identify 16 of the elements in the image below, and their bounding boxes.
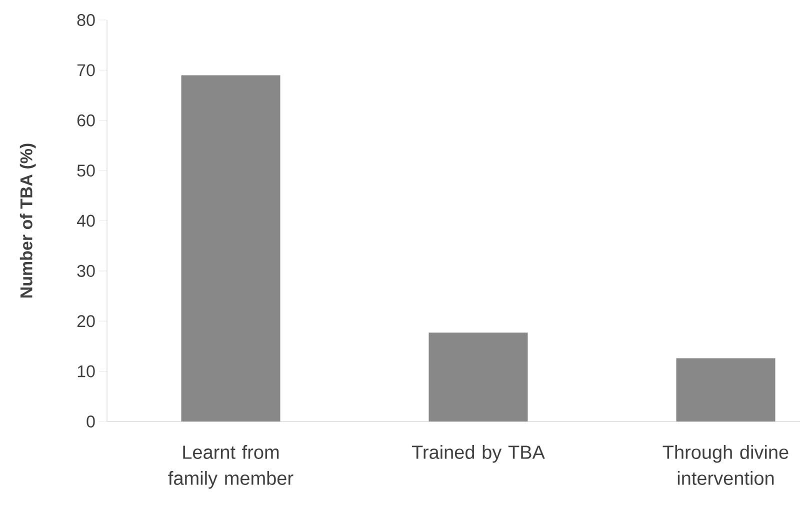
- bar: [428, 332, 528, 422]
- x-tick-label: Trained by TBA: [412, 445, 545, 463]
- y-axis-title: Number of TBA (%): [20, 144, 36, 298]
- bar: [181, 75, 280, 422]
- bar: [676, 358, 776, 422]
- x-tick-label: Through divine intervention: [662, 445, 788, 485]
- y-tick-label: 50: [77, 164, 95, 177]
- y-tick-label: 40: [76, 214, 95, 227]
- y-tick-label: 60: [77, 114, 95, 126]
- y-tick-label: 30: [77, 264, 95, 277]
- y-tick-label: 0: [86, 415, 95, 428]
- x-tick-label: Learnt from family member: [168, 445, 294, 489]
- y-tick-label: 80: [77, 14, 95, 26]
- y-tick-label: 10: [78, 365, 95, 378]
- y-tick-label: 20: [77, 315, 95, 328]
- y-tick-label: 70: [77, 64, 95, 76]
